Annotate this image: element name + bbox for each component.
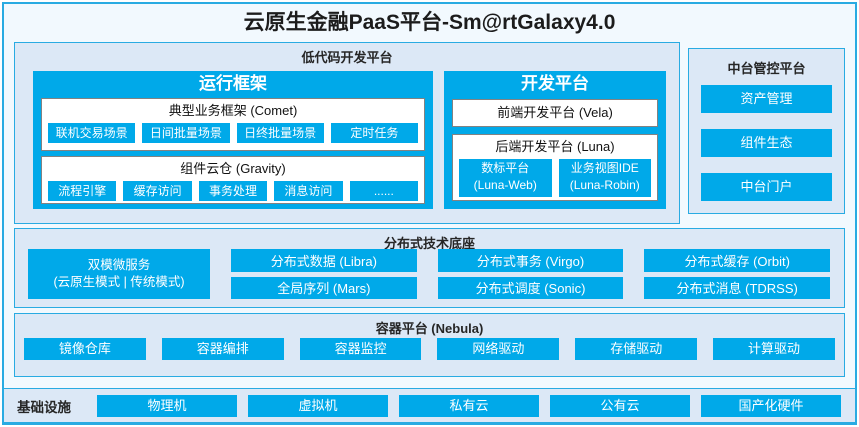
message-access-block: 消息访问: [274, 181, 343, 201]
physical-machine-block: 物理机: [97, 394, 237, 417]
gravity-items-row: 流程引擎 缓存访问 事务处理 消息访问 ......: [42, 181, 424, 201]
distributed-scheduler-block: 分布式调度 (Sonic): [437, 276, 624, 299]
global-sequence-block: 全局序列 (Mars): [231, 276, 417, 299]
distributed-col-2: 分布式事务 (Virgo) 分布式调度 (Sonic): [437, 249, 624, 299]
domestic-hardware-block: 国产化硬件: [701, 394, 841, 417]
virtual-machine-block: 虚拟机: [248, 394, 388, 417]
luna-web-label: 数标平台: [481, 161, 530, 175]
dual-mode-sublabel: (云原生模式 | 传统模式): [53, 275, 185, 289]
distributed-message-block: 分布式消息 (TDRSS): [644, 276, 831, 299]
gravity-warehouse-box: 组件云仓 (Gravity) 流程引擎 缓存访问 事务处理 消息访问 .....…: [41, 156, 425, 204]
luna-robin-label: 业务视图IDE: [570, 161, 639, 175]
lowcode-platform-title: 低代码开发平台: [301, 50, 393, 65]
container-platform-items: 镜像仓库 容器编排 容器监控 网络驱动 存储驱动 计算驱动: [24, 338, 835, 360]
luna-robin-sublabel: (Luna-Robin): [569, 178, 640, 192]
luna-web-sublabel: (Luna-Web): [473, 178, 537, 192]
dual-mode-label: 双模微服务: [87, 258, 151, 272]
luna-backend-title: 后端开发平台 (Luna): [495, 139, 615, 154]
daytime-batch-block: 日间批量场景: [142, 123, 230, 143]
asset-management-block: 资产管理: [701, 85, 832, 113]
eod-batch-block: 日终批量场景: [236, 123, 324, 143]
midplatform-control-title: 中台管控平台: [727, 61, 806, 76]
distributed-items: 双模微服务 (云原生模式 | 传统模式) 分布式数据 (Libra) 全局序列 …: [28, 249, 831, 299]
scheduled-task-block: 定时任务: [330, 123, 418, 143]
storage-driver-block: 存储驱动: [575, 338, 698, 360]
distributed-transaction-block: 分布式事务 (Virgo): [437, 249, 624, 272]
distributed-data-block: 分布式数据 (Libra): [231, 249, 417, 272]
infrastructure-items: 物理机 虚拟机 私有云 公有云 国产化硬件: [97, 394, 841, 417]
process-engine-block: 流程引擎: [48, 181, 117, 201]
luna-backend-box: 后端开发平台 (Luna) 数标平台 (Luna-Web) 业务视图IDE (L…: [452, 134, 658, 201]
more-ellipsis-block: ......: [349, 181, 419, 201]
infrastructure-section: 基础设施 物理机 虚拟机 私有云 公有云 国产化硬件: [3, 388, 856, 423]
cache-access-block: 缓存访问: [123, 181, 192, 201]
dev-platform-panel: 开发平台 前端开发平台 (Vela) 后端开发平台 (Luna) 数标平台 (L…: [444, 71, 666, 209]
distributed-col-3: 分布式缓存 (Orbit) 分布式消息 (TDRSS): [644, 249, 831, 299]
image-registry-block: 镜像仓库: [24, 338, 146, 360]
vela-frontend-box: 前端开发平台 (Vela): [452, 99, 658, 127]
infrastructure-label: 基础设施: [17, 399, 71, 415]
component-ecosystem-block: 组件生态: [701, 129, 832, 157]
compute-driver-block: 计算驱动: [713, 338, 835, 360]
container-platform-section: 容器平台 (Nebula) 镜像仓库 容器编排 容器监控 网络驱动 存储驱动 计…: [14, 313, 845, 377]
gravity-warehouse-title: 组件云仓 (Gravity): [180, 161, 286, 176]
online-transaction-block: 联机交易场景: [48, 123, 136, 143]
page-title: 云原生金融PaaS平台-Sm@rtGalaxy4.0: [243, 11, 616, 34]
distributed-base-section: 分布式技术底座 双模微服务 (云原生模式 | 传统模式) 分布式数据 (Libr…: [14, 228, 845, 308]
dev-platform-title: 开发平台: [521, 74, 589, 93]
comet-items-row: 联机交易场景 日间批量场景 日终批量场景 定时任务: [42, 123, 424, 143]
container-platform-title: 容器平台 (Nebula): [375, 321, 484, 336]
luna-robin-block: 业务视图IDE (Luna-Robin): [558, 159, 651, 197]
distributed-col-1: 分布式数据 (Libra) 全局序列 (Mars): [231, 249, 417, 299]
runtime-framework-panel: 运行框架 典型业务框架 (Comet) 联机交易场景 日间批量场景 日终批量场景…: [33, 71, 433, 209]
public-cloud-block: 公有云: [550, 394, 690, 417]
midplatform-items: 资产管理 组件生态 中台门户: [701, 85, 832, 201]
luna-items-row: 数标平台 (Luna-Web) 业务视图IDE (Luna-Robin): [453, 159, 657, 197]
container-monitoring-block: 容器监控: [299, 338, 422, 360]
transaction-processing-block: 事务处理: [198, 181, 268, 201]
container-orchestration-block: 容器编排: [161, 338, 284, 360]
luna-web-block: 数标平台 (Luna-Web): [459, 159, 552, 197]
midplatform-control-section: 中台管控平台 资产管理 组件生态 中台门户: [688, 48, 845, 214]
comet-framework-title: 典型业务框架 (Comet): [168, 103, 298, 118]
runtime-framework-title: 运行框架: [199, 74, 267, 93]
midplatform-portal-block: 中台门户: [701, 173, 832, 201]
comet-framework-box: 典型业务框架 (Comet) 联机交易场景 日间批量场景 日终批量场景 定时任务: [41, 98, 425, 151]
private-cloud-block: 私有云: [399, 394, 539, 417]
distributed-cache-block: 分布式缓存 (Orbit): [644, 249, 831, 272]
dual-mode-microservice-block: 双模微服务 (云原生模式 | 传统模式): [28, 249, 210, 299]
lowcode-platform-section: 低代码开发平台 运行框架 典型业务框架 (Comet) 联机交易场景 日间批量场…: [14, 42, 680, 224]
network-driver-block: 网络驱动: [437, 338, 560, 360]
distributed-base-title: 分布式技术底座: [383, 236, 475, 251]
